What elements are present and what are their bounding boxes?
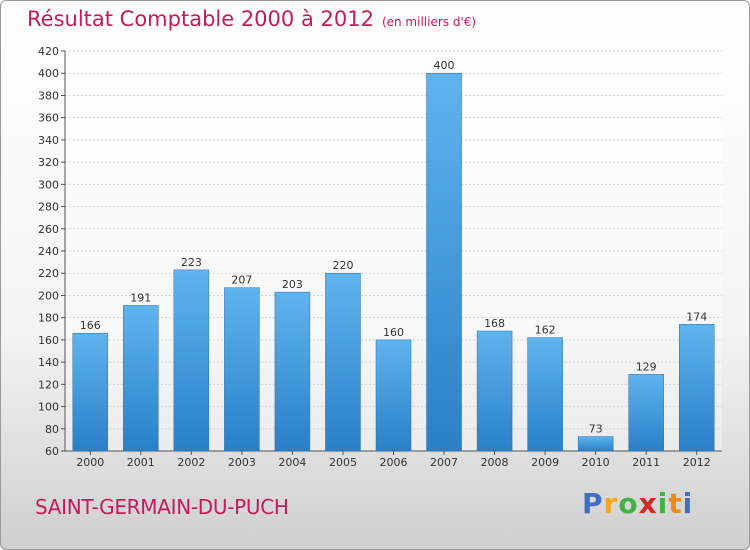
x-tick-label-2002: 2002: [177, 456, 205, 469]
y-tick-label: 280: [38, 201, 59, 214]
bar-2003: [224, 287, 260, 452]
y-tick-label: 120: [38, 378, 59, 391]
bar-2007: [426, 72, 462, 452]
x-tick-label-2000: 2000: [76, 456, 104, 469]
x-tick-label-2008: 2008: [481, 456, 509, 469]
data-label-2008: 168: [484, 317, 505, 330]
data-label-2001: 191: [130, 291, 151, 304]
x-tick-label-2001: 2001: [127, 456, 155, 469]
unit-label: (en milliers d'€): [381, 15, 477, 29]
y-tick-label: 420: [38, 45, 59, 58]
y-tick-label: 360: [38, 112, 59, 125]
data-label-2006: 160: [383, 326, 404, 339]
y-tick-label: 380: [38, 89, 59, 102]
data-label-2012: 174: [686, 310, 707, 323]
x-tick-label-2012: 2012: [683, 456, 711, 469]
x-tick-label-2006: 2006: [380, 456, 408, 469]
x-tick-label-2003: 2003: [228, 456, 256, 469]
bar-2006: [375, 339, 412, 452]
bar-2004: [274, 291, 311, 452]
x-tick-label-2007: 2007: [430, 456, 458, 469]
y-tick-label: 80: [45, 423, 59, 436]
bar-2010: [577, 436, 614, 452]
x-tick-label-2011: 2011: [632, 456, 660, 469]
bar-2009: [527, 337, 563, 452]
bar-2002: [173, 269, 210, 452]
data-label-2004: 203: [282, 278, 303, 291]
y-tick-label: 140: [38, 356, 59, 369]
y-tick-label: 200: [38, 289, 59, 302]
bar-2005: [325, 272, 361, 452]
bar-2001: [123, 305, 159, 452]
data-label-2009: 162: [535, 324, 556, 337]
data-label-2005: 220: [332, 259, 353, 272]
y-tick-label: 220: [38, 267, 59, 280]
x-tick-label-2005: 2005: [329, 456, 357, 469]
data-label-2002: 223: [181, 256, 202, 269]
y-tick-label: 340: [38, 134, 59, 147]
y-tick-label: 320: [38, 156, 59, 169]
data-label-2000: 166: [80, 319, 101, 332]
x-tick-label-2009: 2009: [531, 456, 559, 469]
chart-title: Résultat Comptable 2000 à 2012 (en millie…: [27, 7, 476, 31]
data-label-2003: 207: [231, 274, 252, 287]
bar-2000: [72, 332, 109, 452]
bar-2011: [628, 374, 664, 452]
bar-2008: [476, 330, 513, 452]
y-tick-label: 240: [38, 245, 59, 258]
bar-2012: [678, 324, 715, 452]
y-tick-label: 300: [38, 178, 59, 191]
y-tick-label: 400: [38, 67, 59, 80]
y-tick-label: 260: [38, 223, 59, 236]
y-tick-label: 60: [45, 445, 59, 458]
town-name: SAINT-GERMAIN-DU-PUCH: [35, 495, 289, 519]
title-text: Résultat Comptable 2000 à 2012: [27, 7, 374, 31]
data-label-2007: 400: [434, 59, 455, 72]
x-tick-label-2004: 2004: [278, 456, 306, 469]
proxiti-logo: Proxiti: [582, 487, 694, 520]
y-tick-label: 100: [38, 401, 59, 414]
data-label-2011: 129: [636, 360, 657, 373]
y-tick-label: 180: [38, 312, 59, 325]
y-tick-label: 160: [38, 334, 59, 347]
data-label-2010: 73: [589, 423, 603, 436]
x-tick-label-2010: 2010: [582, 456, 610, 469]
